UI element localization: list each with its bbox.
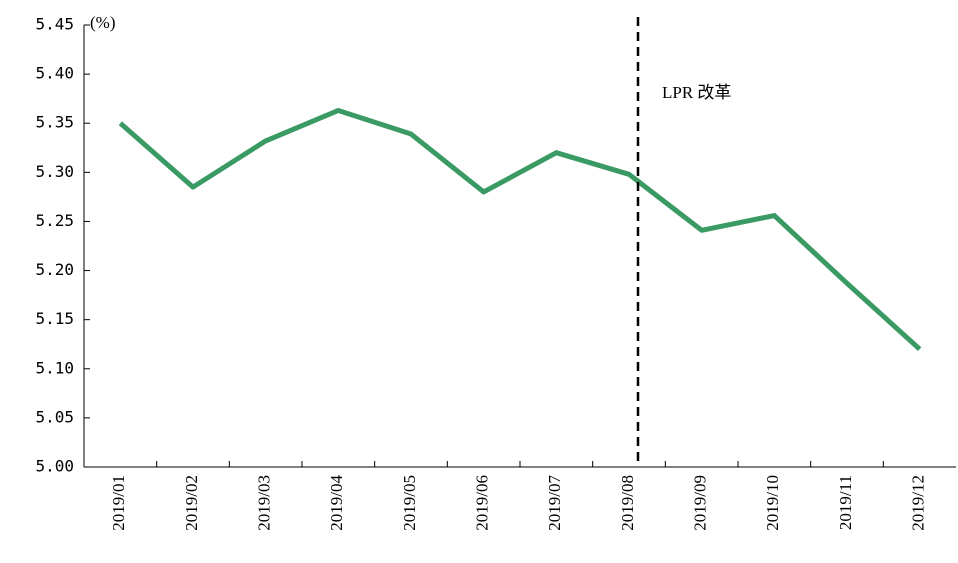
x-tick-label: 2019/11 — [836, 475, 855, 530]
y-tick-label: 5.00 — [35, 457, 74, 476]
x-tick-label: 2019/08 — [618, 475, 637, 531]
x-tick-label: 2019/03 — [255, 475, 274, 531]
x-tick-label: 2019/07 — [545, 475, 564, 531]
x-tick-label: 2019/01 — [109, 475, 128, 531]
x-tick-label: 2019/09 — [691, 475, 710, 531]
y-tick-label: 5.35 — [35, 113, 74, 132]
y-tick-label: 5.05 — [35, 407, 74, 426]
x-tick-label: 2019/04 — [327, 475, 346, 531]
y-tick-label: 5.25 — [35, 211, 74, 230]
x-tick-label: 2019/12 — [909, 475, 928, 531]
y-tick-label: 5.10 — [35, 358, 74, 377]
y-tick-label: 5.45 — [35, 15, 74, 34]
y-axis-label: (%) — [90, 13, 115, 32]
y-tick-label: 5.40 — [35, 64, 74, 83]
y-tick-label: 5.15 — [35, 309, 74, 328]
x-tick-label: 2019/10 — [763, 475, 782, 531]
data-line — [118, 107, 922, 351]
annotation: LPR 改革 — [662, 83, 731, 102]
y-tick-label: 5.20 — [35, 260, 74, 279]
x-tick-label: 2019/06 — [473, 475, 492, 531]
x-tick-label: 2019/05 — [400, 475, 419, 531]
y-tick-label: 5.30 — [35, 162, 74, 181]
x-tick-label: 2019/02 — [182, 475, 201, 531]
